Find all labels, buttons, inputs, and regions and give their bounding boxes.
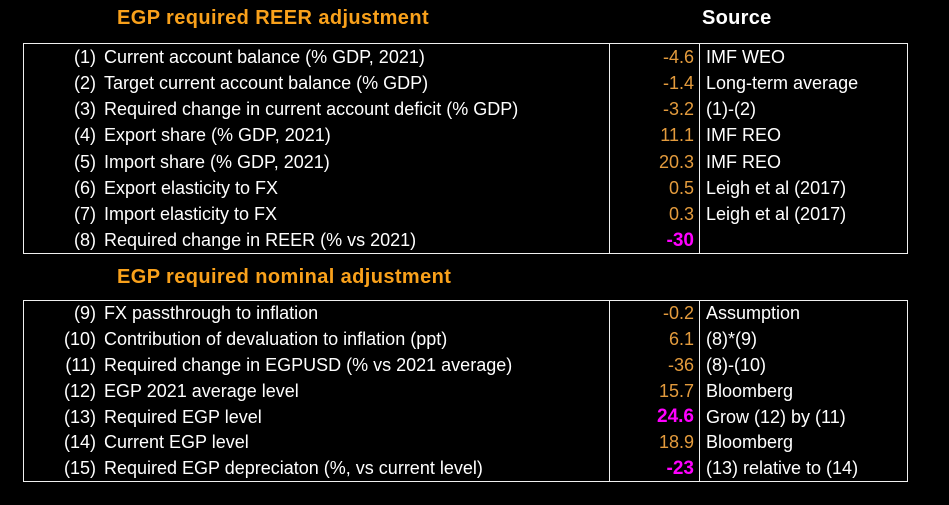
row-label: (13) Required EGP level <box>24 407 609 428</box>
table-row: (13) Required EGP level 24.6 Grow (12) by… <box>24 404 907 430</box>
row-label-text: Required change in EGPUSD (% vs 2021 ave… <box>104 354 513 375</box>
row-number: (1) <box>74 46 96 67</box>
row-label-text: Target current account balance (% GDP) <box>104 72 429 93</box>
row-label-text: FX passthrough to inflation <box>104 303 319 324</box>
row-number: (9) <box>74 303 96 324</box>
row-label: (2) Target current account balance (% GDP… <box>24 73 609 94</box>
row-label: (9) FX passthrough to inflation <box>24 303 609 324</box>
row-value-highlighted: 24.6 <box>609 404 700 430</box>
row-value-highlighted: -30 <box>609 227 700 254</box>
row-source: IMF REO <box>706 125 781 146</box>
row-value: -0.2 <box>609 301 700 327</box>
source-column-header: Source <box>702 7 772 29</box>
row-number: (11) <box>65 354 96 375</box>
row-number: (12) <box>63 380 96 401</box>
row-label: (14) Current EGP level <box>24 432 609 453</box>
row-number: (3) <box>74 99 96 120</box>
row-value: -4.6 <box>609 44 700 71</box>
row-label: (11) Required change in EGPUSD (% vs 2021… <box>24 355 609 376</box>
row-label: (3) Required change in current account de… <box>24 99 609 120</box>
row-label-text: Import share (% GDP, 2021) <box>104 151 330 172</box>
table-row: (6) Export elasticity to FX 0.5 Leigh et … <box>24 175 907 202</box>
row-label-text: Current EGP level <box>104 432 249 453</box>
row-value: 20.3 <box>609 149 700 176</box>
table-row: (11) Required change in EGPUSD (% vs 2021… <box>24 352 907 379</box>
row-label-text: Required change in current account defic… <box>104 99 519 120</box>
row-number: (7) <box>74 204 96 225</box>
row-number: (10) <box>63 329 96 350</box>
row-number: (13) <box>63 406 96 427</box>
row-number: (15) <box>63 458 96 479</box>
row-label: (7) Import elasticity to FX <box>24 204 609 225</box>
row-source: Bloomberg <box>706 380 794 401</box>
row-value: -36 <box>609 352 700 379</box>
section-title-nominal: EGP required nominal adjustment <box>117 266 452 288</box>
row-value: 0.5 <box>609 175 700 202</box>
row-source: Long-term average <box>706 72 859 93</box>
table-row: (7) Import elasticity to FX 0.3 Leigh et … <box>24 201 907 228</box>
table-row: (3) Required change in current account de… <box>24 96 907 123</box>
nominal-adjustment-table: (9) FX passthrough to inflation -0.2 Assu… <box>23 300 908 482</box>
table-row: (2) Target current account balance (% GDP… <box>24 70 907 97</box>
table-row: (15) Required EGP depreciaton (%, vs curr… <box>24 455 907 482</box>
row-label-text: Export share (% GDP, 2021) <box>104 125 331 146</box>
row-number: (2) <box>74 72 96 93</box>
row-label: (6) Export elasticity to FX <box>24 178 609 199</box>
row-number: (5) <box>74 151 96 172</box>
row-label-text: Required EGP level <box>104 406 262 427</box>
row-source: (8)-(10) <box>706 354 767 375</box>
reer-adjustment-table: (1) Current account balance (% GDP, 2021)… <box>23 43 908 254</box>
row-source: (1)-(2) <box>706 99 756 120</box>
row-label-text: Current account balance (% GDP, 2021) <box>104 46 425 67</box>
row-source: Leigh et al (2017) <box>706 177 847 198</box>
table-row: (12) EGP 2021 average level 15.7 Bloomber… <box>24 378 907 405</box>
row-value: 0.3 <box>609 201 700 228</box>
row-number: (4) <box>74 125 96 146</box>
row-value-highlighted: -23 <box>609 455 700 482</box>
row-value: 11.1 <box>609 122 700 149</box>
row-label: (4) Export share (% GDP, 2021) <box>24 125 609 146</box>
row-source: (8)*(9) <box>706 329 758 350</box>
row-label-text: Required change in REER (% vs 2021) <box>104 230 417 251</box>
row-source: Grow (12) by (11) <box>706 406 846 427</box>
section-title-reer: EGP required REER adjustment <box>117 7 430 29</box>
row-label: (8) Required change in REER (% vs 2021) <box>24 230 609 251</box>
row-value: 18.9 <box>609 429 700 456</box>
row-label: (1) Current account balance (% GDP, 2021) <box>24 47 609 68</box>
row-label-text: Required EGP depreciaton (%, vs current … <box>104 458 483 479</box>
row-value: -3.2 <box>609 96 700 123</box>
row-label: (10) Contribution of devaluation to infla… <box>24 329 609 350</box>
row-source: IMF REO <box>706 151 781 172</box>
row-label: (12) EGP 2021 average level <box>24 381 609 402</box>
row-source: IMF WEO <box>706 46 785 67</box>
row-source: Bloomberg <box>706 432 794 453</box>
table-row: (1) Current account balance (% GDP, 2021)… <box>24 44 907 71</box>
row-source: Leigh et al (2017) <box>706 204 847 225</box>
table-row: (14) Current EGP level 18.9 Bloomberg <box>24 429 907 456</box>
table-row: (8) Required change in REER (% vs 2021) -… <box>24 227 907 254</box>
table-row: (5) Import share (% GDP, 2021) 20.3 IMF R… <box>24 149 907 176</box>
row-label-text: EGP 2021 average level <box>104 380 299 401</box>
table-row: (4) Export share (% GDP, 2021) 11.1 IMF R… <box>24 122 907 149</box>
row-value: 6.1 <box>609 326 700 353</box>
table-row: (9) FX passthrough to inflation -0.2 Assu… <box>24 301 907 327</box>
row-number: (8) <box>74 230 96 251</box>
row-label-text: Import elasticity to FX <box>104 204 278 225</box>
row-source: (13) relative to (14) <box>706 458 859 479</box>
row-source: Assumption <box>706 303 801 324</box>
row-number: (6) <box>74 177 96 198</box>
row-label: (5) Import share (% GDP, 2021) <box>24 152 609 173</box>
row-label-text: Contribution of devaluation to inflation… <box>104 329 448 350</box>
row-label: (15) Required EGP depreciaton (%, vs curr… <box>24 458 609 479</box>
row-label-text: Export elasticity to FX <box>104 177 279 198</box>
row-value: 15.7 <box>609 378 700 405</box>
row-number: (14) <box>63 432 96 453</box>
row-value: -1.4 <box>609 70 700 97</box>
table-row: (10) Contribution of devaluation to infla… <box>24 326 907 353</box>
